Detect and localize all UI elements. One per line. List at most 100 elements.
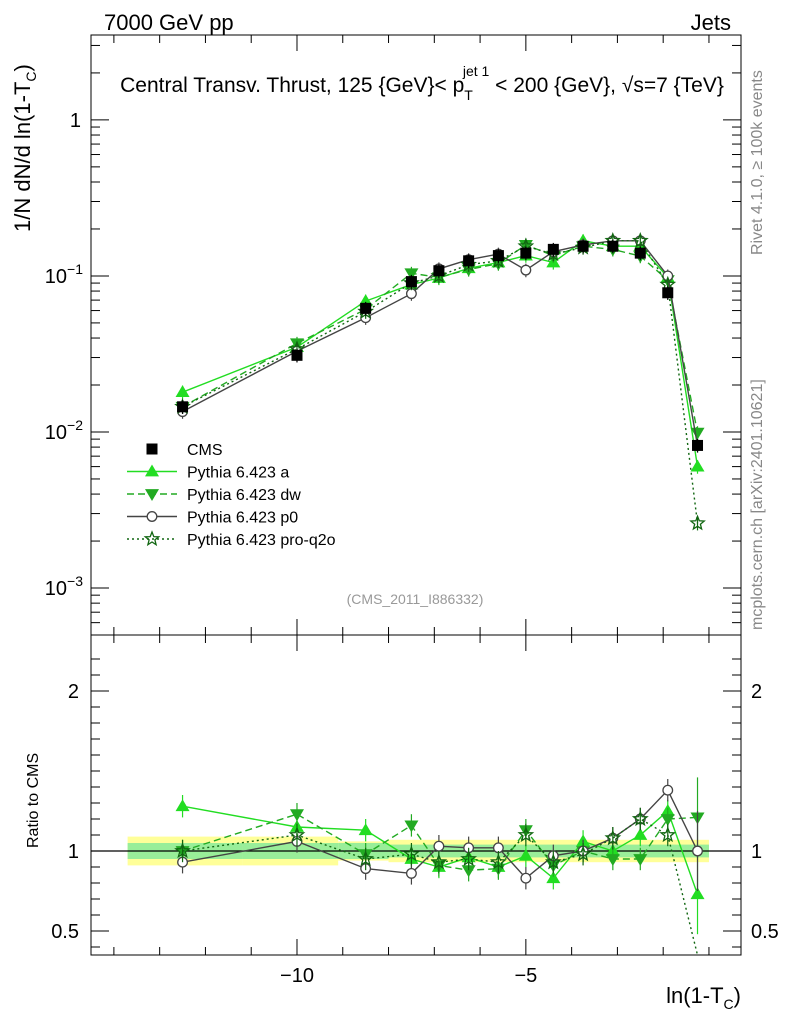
y-tick-label: 10−3	[45, 573, 83, 600]
legend-label: Pythia 6.423 a	[187, 465, 289, 482]
legend: CMS Pythia 6.423 a Pythia 6.423 dw Pythia 6…	[127, 442, 336, 549]
ratio-point	[404, 820, 419, 833]
ratio-y-tick-label-left: 0.5	[51, 921, 79, 943]
ratio-point	[660, 814, 675, 826]
ratio-point	[633, 854, 648, 866]
data-point	[631, 232, 649, 248]
legend-marker	[145, 464, 159, 477]
data-point	[520, 264, 532, 276]
ratio-point	[605, 854, 620, 866]
data-point	[405, 288, 417, 300]
series-line	[182, 240, 699, 524]
data-point	[433, 265, 445, 277]
title-part-a: Central Transv. Thrust, 125 {GeV}< p	[120, 74, 464, 97]
legend-label: CMS	[187, 442, 223, 459]
ratio-point	[405, 867, 417, 879]
ratio-point	[692, 845, 703, 857]
y-axis-label-main: 1/N dN/d ln(1-TC)	[10, 64, 39, 232]
header-left: 7000 GeV pp	[104, 10, 234, 35]
data-point	[662, 287, 674, 299]
ratio-y-tick-label-left: 2	[68, 681, 79, 703]
ratio-point	[690, 887, 705, 900]
ratio-layer	[174, 777, 705, 956]
ratio-point	[662, 784, 674, 796]
legend-marker	[145, 489, 159, 501]
ratio-point	[544, 853, 562, 870]
legend-entry: CMS	[146, 442, 223, 459]
ratio-point	[518, 848, 533, 861]
data-point	[404, 268, 419, 281]
ratio-point	[358, 823, 373, 836]
data-point	[690, 459, 705, 472]
data-point	[690, 427, 705, 440]
legend-entry: Pythia 6.423 a	[127, 464, 289, 482]
ratio-point	[517, 826, 535, 843]
legend-entry: Pythia 6.423 pro-q2o	[127, 530, 336, 549]
ratio-point	[633, 828, 648, 840]
ratio-panel-frame	[90, 634, 742, 956]
data-point	[547, 243, 559, 255]
legend-entry: Pythia 6.423 p0	[127, 510, 298, 527]
data-point	[520, 247, 532, 259]
ratio-y-tick-label-right: 1	[751, 841, 762, 863]
data-point	[634, 247, 646, 259]
data-point	[360, 302, 372, 314]
ratio-point	[604, 829, 622, 846]
ratio-y-tick-label-left: 1	[68, 841, 79, 863]
side-text-mcplots: mcplots.cern.ch [arXiv:2401.10621]	[749, 379, 766, 630]
ratio-point	[288, 826, 306, 843]
title-sqrt: √	[622, 74, 634, 97]
ratio-point	[520, 872, 532, 884]
legend-marker	[146, 511, 158, 522]
data-point	[175, 385, 190, 398]
ratio-series-3	[174, 807, 699, 956]
ratio-point	[433, 840, 445, 852]
x-axis-label: ln(1-TC)	[666, 983, 741, 1012]
ratio-point	[289, 809, 304, 822]
data-point	[689, 514, 706, 531]
data-point	[463, 255, 475, 267]
ratio-point	[460, 850, 478, 867]
ratio-point	[489, 853, 507, 870]
ratio-point	[659, 826, 677, 843]
ratio-series-2	[177, 779, 703, 891]
legend-marker	[146, 443, 158, 455]
ratio-point	[357, 850, 375, 867]
series-layer	[174, 231, 706, 531]
title-sup: jet 1	[462, 63, 490, 79]
y-tick-label: 10−1	[45, 261, 83, 288]
x-tick-label: −10	[280, 965, 314, 987]
axes: −10 −5 1 10−1 10−2 10−3 2 2 1 1 0.5 0.5	[45, 35, 779, 987]
series-0	[177, 239, 704, 453]
watermark: (CMS_2011_I886332)	[347, 591, 484, 607]
ratio-point	[403, 845, 420, 862]
y-tick-label: 1	[70, 110, 81, 132]
legend-label: Pythia 6.423 dw	[187, 487, 301, 504]
ratio-point	[174, 842, 191, 859]
ratio-point	[631, 810, 649, 827]
y-axis-label-ratio: Ratio to CMS	[25, 753, 42, 848]
header-right: Jets	[691, 10, 731, 35]
legend-entry: Pythia 6.423 dw	[127, 487, 301, 504]
data-point	[405, 276, 417, 288]
ratio-point	[461, 865, 476, 878]
data-point	[492, 250, 504, 262]
chart-title: Central Transv. Thrust, 125 {GeV}< pTjet…	[120, 63, 724, 103]
y-tick-label: 10−2	[45, 417, 83, 444]
ratio-y-tick-label-right: 2	[751, 681, 762, 703]
legend-marker	[143, 530, 161, 547]
data-point	[177, 401, 189, 413]
ratio-point	[546, 871, 561, 884]
data-point	[607, 240, 619, 252]
legend-label: Pythia 6.423 pro-q2o	[187, 532, 336, 549]
ratio-point	[574, 845, 592, 862]
title-part-b: < 200 {GeV},	[489, 74, 622, 97]
side-text-rivet: Rivet 4.1.0, ≥ 100k events	[749, 70, 766, 255]
legend-label: Pythia 6.423 p0	[187, 510, 298, 527]
ratio-series-line	[182, 818, 699, 956]
ratio-point	[175, 799, 190, 812]
data-point	[692, 439, 704, 451]
ratio-y-tick-label-right: 0.5	[751, 921, 779, 943]
data-point	[577, 240, 589, 252]
